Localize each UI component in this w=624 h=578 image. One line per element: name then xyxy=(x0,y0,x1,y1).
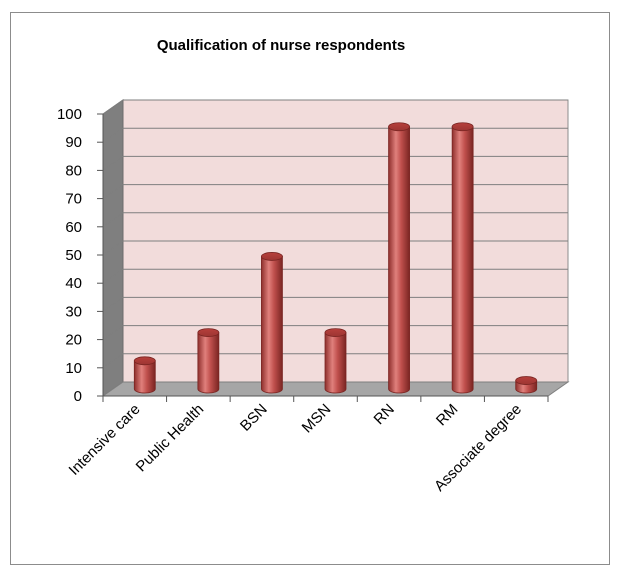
x-tick-label: Public Health xyxy=(133,401,208,476)
gridline xyxy=(102,155,568,171)
chart-title: Qualification of nurse respondents xyxy=(157,37,405,54)
bar-top xyxy=(261,252,283,261)
bar xyxy=(261,252,283,394)
bar-top xyxy=(515,376,538,385)
y-tick-label: 20 xyxy=(65,332,82,349)
bars xyxy=(133,122,538,394)
y-tick-label: 60 xyxy=(65,219,82,236)
x-tick-label: Intensive care xyxy=(66,401,144,479)
bar-top xyxy=(388,122,410,132)
bar xyxy=(451,122,474,394)
x-tick-label: MSN xyxy=(299,401,335,437)
y-tick-label: 10 xyxy=(65,360,82,377)
bar-body xyxy=(324,332,347,394)
y-tick-label: 80 xyxy=(65,162,82,179)
gridline xyxy=(102,184,568,200)
y-tick-label: 70 xyxy=(65,191,82,208)
gridline xyxy=(102,325,568,341)
gridline xyxy=(102,127,568,143)
bar xyxy=(388,122,410,394)
y-tick-label: 100 xyxy=(57,106,82,123)
gridline xyxy=(102,296,568,312)
bar-top xyxy=(451,122,474,132)
gridline xyxy=(102,212,568,228)
y-axis: 0 10 20 30 40 50 60 70 80 90 100 xyxy=(57,106,104,405)
y-tick-label: 40 xyxy=(65,275,82,292)
gridlines xyxy=(102,99,568,369)
bar-top xyxy=(324,328,347,338)
bar-body xyxy=(197,332,220,394)
bar-top xyxy=(197,328,220,338)
bar xyxy=(133,356,156,394)
x-tick-label: BSN xyxy=(237,401,271,435)
y-tick-label: 30 xyxy=(65,303,82,320)
bar xyxy=(515,376,538,394)
y-tick-label: 0 xyxy=(74,388,82,405)
bar-body xyxy=(133,360,156,394)
bar xyxy=(197,328,220,394)
gridline xyxy=(102,240,568,256)
y-tick-label: 50 xyxy=(65,247,82,264)
bar-top xyxy=(133,356,156,366)
y-tick-label: 90 xyxy=(65,134,82,151)
gridline xyxy=(102,99,568,115)
bar-body xyxy=(451,126,474,394)
bar-body xyxy=(388,126,410,394)
gridline xyxy=(102,268,568,284)
bar xyxy=(324,328,347,394)
gridline xyxy=(102,353,568,369)
x-tick-label: RM xyxy=(433,401,462,430)
bar-body xyxy=(261,256,283,394)
x-tick-label: RN xyxy=(371,401,398,428)
